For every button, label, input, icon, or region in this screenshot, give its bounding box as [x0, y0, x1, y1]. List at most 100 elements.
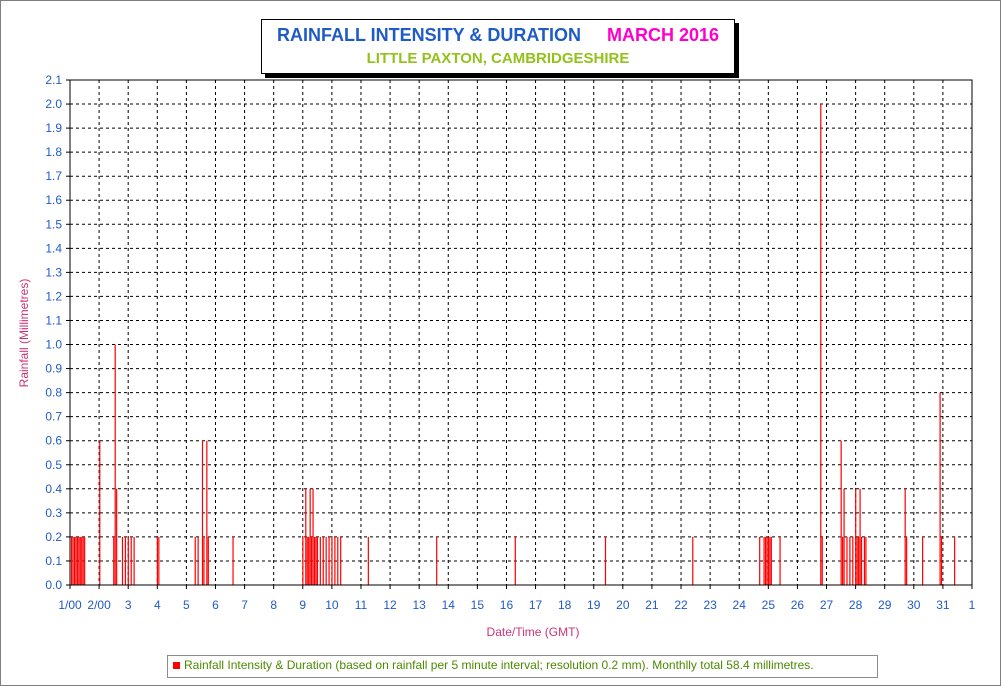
rain-bar — [325, 536, 327, 585]
rain-bar — [604, 536, 607, 585]
legend: Rainfall Intensity & Duration (based on … — [167, 655, 878, 678]
x-tick-label: 5 — [183, 598, 190, 612]
rain-bar — [436, 536, 438, 585]
rain-bar — [821, 536, 823, 585]
x-tick-label: 31 — [936, 598, 950, 612]
title-line: RAINFALL INTENSITY & DURATION MARCH 2016 — [262, 25, 734, 46]
rain-bar — [843, 488, 845, 585]
rain-bar — [849, 536, 851, 585]
rain-bar — [906, 536, 908, 585]
x-tick-label: 27 — [820, 598, 834, 612]
rain-bar — [309, 488, 311, 585]
rain-bar — [316, 536, 319, 585]
y-tick-label: 0.0 — [45, 578, 62, 592]
rain-bar — [127, 536, 129, 585]
grid-lines — [70, 79, 973, 585]
rain-bar — [312, 488, 314, 585]
rain-bar — [840, 440, 842, 585]
legend-label: Rainfall Intensity & Duration (based on … — [184, 658, 814, 672]
rain-bar — [311, 536, 313, 585]
rain-bar — [76, 536, 78, 585]
rain-bar — [820, 104, 822, 586]
chart-date: MARCH 2016 — [606, 25, 720, 45]
rain-bar — [156, 536, 158, 585]
x-tick-label: 30 — [907, 598, 921, 612]
chart-location: LITTLE PAXTON, CAMBRIDGESHIRE — [366, 50, 630, 67]
y-tick-label: 1.0 — [45, 338, 62, 352]
y-tick-label: 1.8 — [45, 145, 62, 159]
rain-bar — [201, 440, 204, 585]
rain-bar — [770, 536, 772, 585]
legend-swatch — [173, 662, 180, 669]
y-tick-label: 0.4 — [45, 482, 62, 496]
rain-bar — [232, 536, 234, 585]
rain-bar — [197, 536, 199, 585]
rain-bar — [766, 536, 768, 585]
x-tick-label: 13 — [412, 598, 426, 612]
x-tick-label: 21 — [645, 598, 659, 612]
rain-bar — [114, 344, 116, 585]
rain-bar — [340, 536, 342, 585]
x-tick-label: 20 — [616, 598, 630, 612]
rain-bar — [315, 536, 317, 585]
x-tick-label: 8 — [270, 598, 277, 612]
rain-bar — [203, 536, 205, 585]
x-tick-label: 1/00 — [58, 598, 82, 612]
rain-bar — [904, 488, 906, 585]
rain-bar — [334, 536, 336, 585]
x-tick-label: 12 — [383, 598, 397, 612]
title-box: RAINFALL INTENSITY & DURATION MARCH 2016 … — [261, 19, 735, 74]
x-tick-label: 24 — [733, 598, 747, 612]
y-tick-label: 0.8 — [45, 386, 62, 400]
y-tick-label: 2.0 — [45, 97, 62, 111]
x-tick-label: 6 — [212, 598, 219, 612]
y-tick-label: 0.3 — [45, 506, 62, 520]
rain-bar — [764, 536, 767, 585]
y-tick-label: 0.9 — [45, 362, 62, 376]
rain-bar — [306, 536, 308, 585]
rain-bar — [859, 488, 861, 585]
y-tick-label: 0.5 — [45, 458, 62, 472]
y-tick-label: 1.9 — [45, 121, 62, 135]
y-tick-label: 1.2 — [45, 289, 62, 303]
rain-bar — [99, 440, 101, 585]
rain-bar — [158, 536, 160, 585]
x-tick-label: 29 — [878, 598, 892, 612]
rain-bar — [852, 536, 854, 585]
x-tick-label: 14 — [442, 598, 456, 612]
x-tick-label: 19 — [587, 598, 601, 612]
rain-bar — [367, 536, 369, 585]
rain-bar — [206, 440, 208, 585]
rain-bar — [842, 536, 844, 585]
rain-bar — [81, 536, 83, 585]
y-axis-title: Rainfall (Millimetres) — [17, 279, 31, 388]
x-tick-label: 2/00 — [87, 598, 111, 612]
rain-bar — [73, 536, 76, 585]
x-tick-label: 28 — [849, 598, 863, 612]
x-tick-label: 1 — [969, 598, 976, 612]
y-tick-label: 0.6 — [45, 434, 62, 448]
x-axis-title: Date/Time (GMT) — [487, 625, 580, 639]
rain-bar — [84, 536, 86, 585]
y-tick-label: 1.1 — [45, 313, 62, 327]
rain-bar — [82, 536, 84, 585]
rain-bar — [130, 536, 132, 585]
y-tick-label: 1.7 — [45, 169, 62, 183]
x-tick-label: 23 — [703, 598, 717, 612]
rain-bar — [116, 488, 118, 585]
rain-bar — [939, 392, 941, 585]
rain-bar — [865, 536, 867, 585]
x-tick-label: 18 — [558, 598, 572, 612]
y-tick-label: 2.1 — [45, 73, 62, 87]
rain-bar — [858, 536, 860, 585]
rain-bar — [856, 536, 858, 585]
x-tick-label: 3 — [125, 598, 132, 612]
y-tick-label: 0.1 — [45, 554, 62, 568]
y-tick-label: 1.4 — [45, 241, 62, 255]
rain-bar — [124, 536, 126, 585]
x-tick-label: 17 — [529, 598, 543, 612]
x-tick-label: 4 — [154, 598, 161, 612]
rainfall-bars — [70, 104, 956, 586]
rain-bar — [313, 536, 316, 585]
